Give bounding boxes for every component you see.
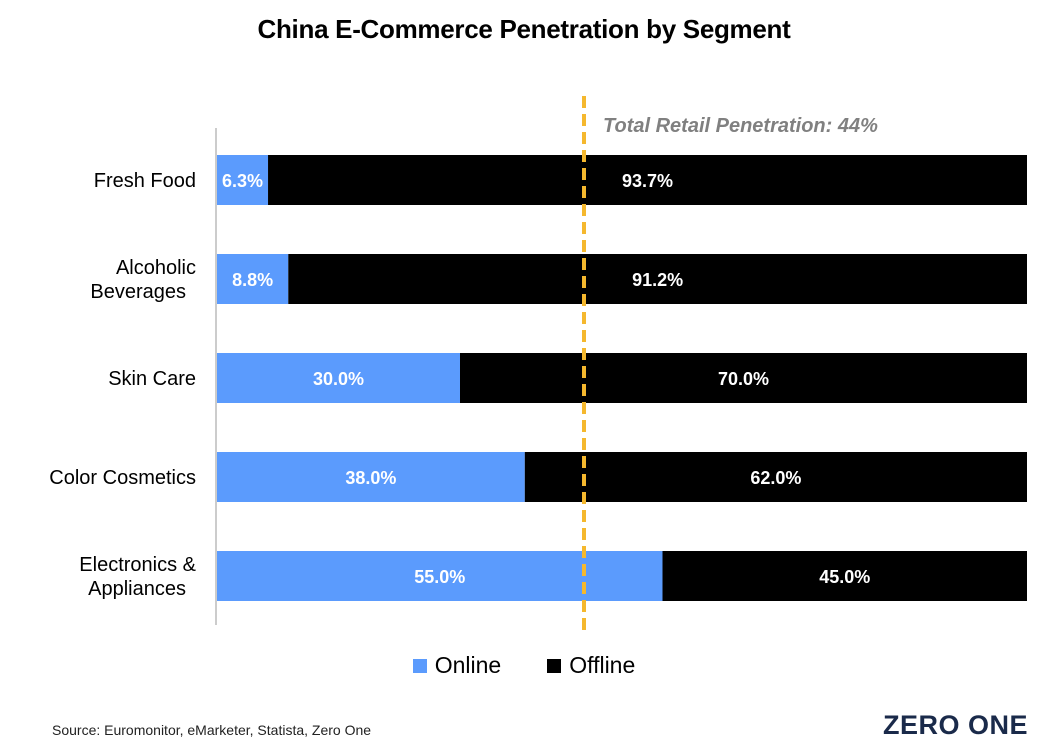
category-label-4: Electronics & Appliances: [79, 554, 196, 600]
legend-label-online: Online: [434, 652, 502, 678]
bar-online-0: [217, 155, 269, 205]
bar-online-3: [217, 452, 525, 502]
reference-line-label: Total Retail Penetration: 44%: [603, 115, 878, 137]
data-label-offline-1: 91.2%: [632, 270, 683, 290]
category-label-2: Skin Care: [108, 368, 196, 390]
bar-online-2: [217, 353, 460, 403]
data-label-online-1: 8.8%: [232, 270, 273, 290]
data-label-online-0: 6.3%: [222, 171, 263, 191]
category-label-1: Alcoholic Beverages: [90, 257, 196, 303]
data-label-offline-4: 45.0%: [819, 567, 870, 587]
bar-offline-1: [288, 254, 1027, 304]
bar-online-4: [217, 551, 663, 601]
legend-swatch-offline: [547, 658, 562, 673]
zero-one-logo: ZERO ONE: [882, 710, 1028, 740]
category-label-3: Color Cosmetics: [49, 467, 196, 489]
chart-legend: Online Offline: [0, 652, 1048, 679]
bar-offline-3: [524, 452, 1027, 502]
legend-label-offline: Offline: [569, 652, 636, 678]
legend-swatch-online: [412, 658, 427, 673]
category-label-0: Fresh Food: [94, 170, 196, 192]
chart-title: China E-Commerce Penetration by Segment: [257, 14, 791, 44]
data-label-online-3: 38.0%: [345, 468, 396, 488]
data-label-offline-2: 70.0%: [718, 369, 769, 389]
legend-item-offline: Offline: [547, 652, 635, 679]
bar-offline-4: [662, 551, 1027, 601]
legend-item-online: Online: [412, 652, 502, 679]
source-note: Source: Euromonitor, eMarketer, Statista…: [52, 722, 372, 738]
bar-online-1: [217, 254, 289, 304]
bar-offline-2: [460, 353, 1027, 403]
data-label-online-4: 55.0%: [414, 567, 465, 587]
data-label-online-2: 30.0%: [313, 369, 364, 389]
bar-offline-0: [268, 155, 1027, 205]
data-label-offline-3: 62.0%: [750, 468, 801, 488]
data-label-offline-0: 93.7%: [622, 171, 673, 191]
stacked-bar-chart: 6.3% 93.7% Fresh Food 8.8% 91.2% Alcoholic Bev…: [49, 96, 1027, 632]
